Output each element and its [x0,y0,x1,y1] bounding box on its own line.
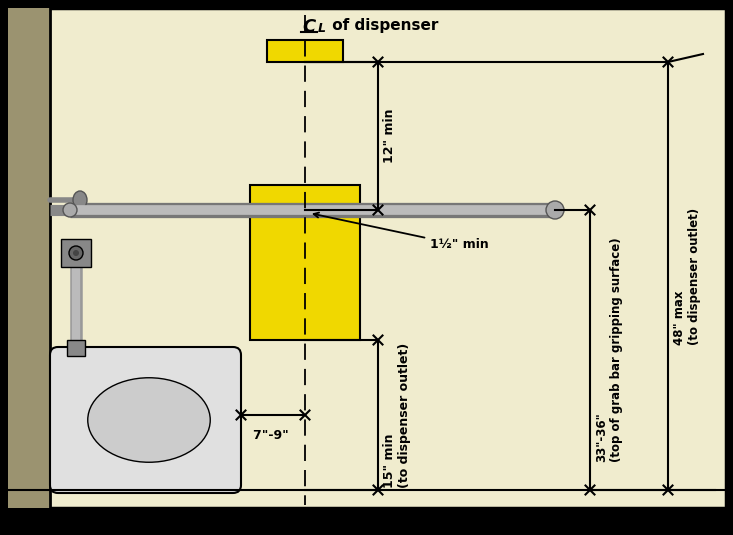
Text: 7"-9": 7"-9" [253,429,293,442]
Ellipse shape [73,191,87,209]
Circle shape [546,201,564,219]
Circle shape [73,250,79,256]
Text: 1½" min: 1½" min [314,212,489,251]
Ellipse shape [88,378,210,462]
FancyBboxPatch shape [67,340,85,356]
Text: C: C [303,18,316,36]
Bar [267,40,343,62]
Circle shape [69,246,83,260]
Bar [8,8,50,508]
Text: of dispenser: of dispenser [327,18,438,33]
Circle shape [63,203,77,217]
FancyBboxPatch shape [61,239,91,267]
Text: L: L [318,22,326,35]
Bar [250,185,360,340]
Text: 12" min: 12" min [383,109,396,163]
Text: 33"-36"
(top of grab bar gripping surface): 33"-36" (top of grab bar gripping surfac… [595,238,623,462]
Text: 15" min
(to dispenser outlet): 15" min (to dispenser outlet) [383,342,411,487]
FancyBboxPatch shape [50,347,241,493]
Text: 48" max
(to dispenser outlet): 48" max (to dispenser outlet) [673,208,701,345]
